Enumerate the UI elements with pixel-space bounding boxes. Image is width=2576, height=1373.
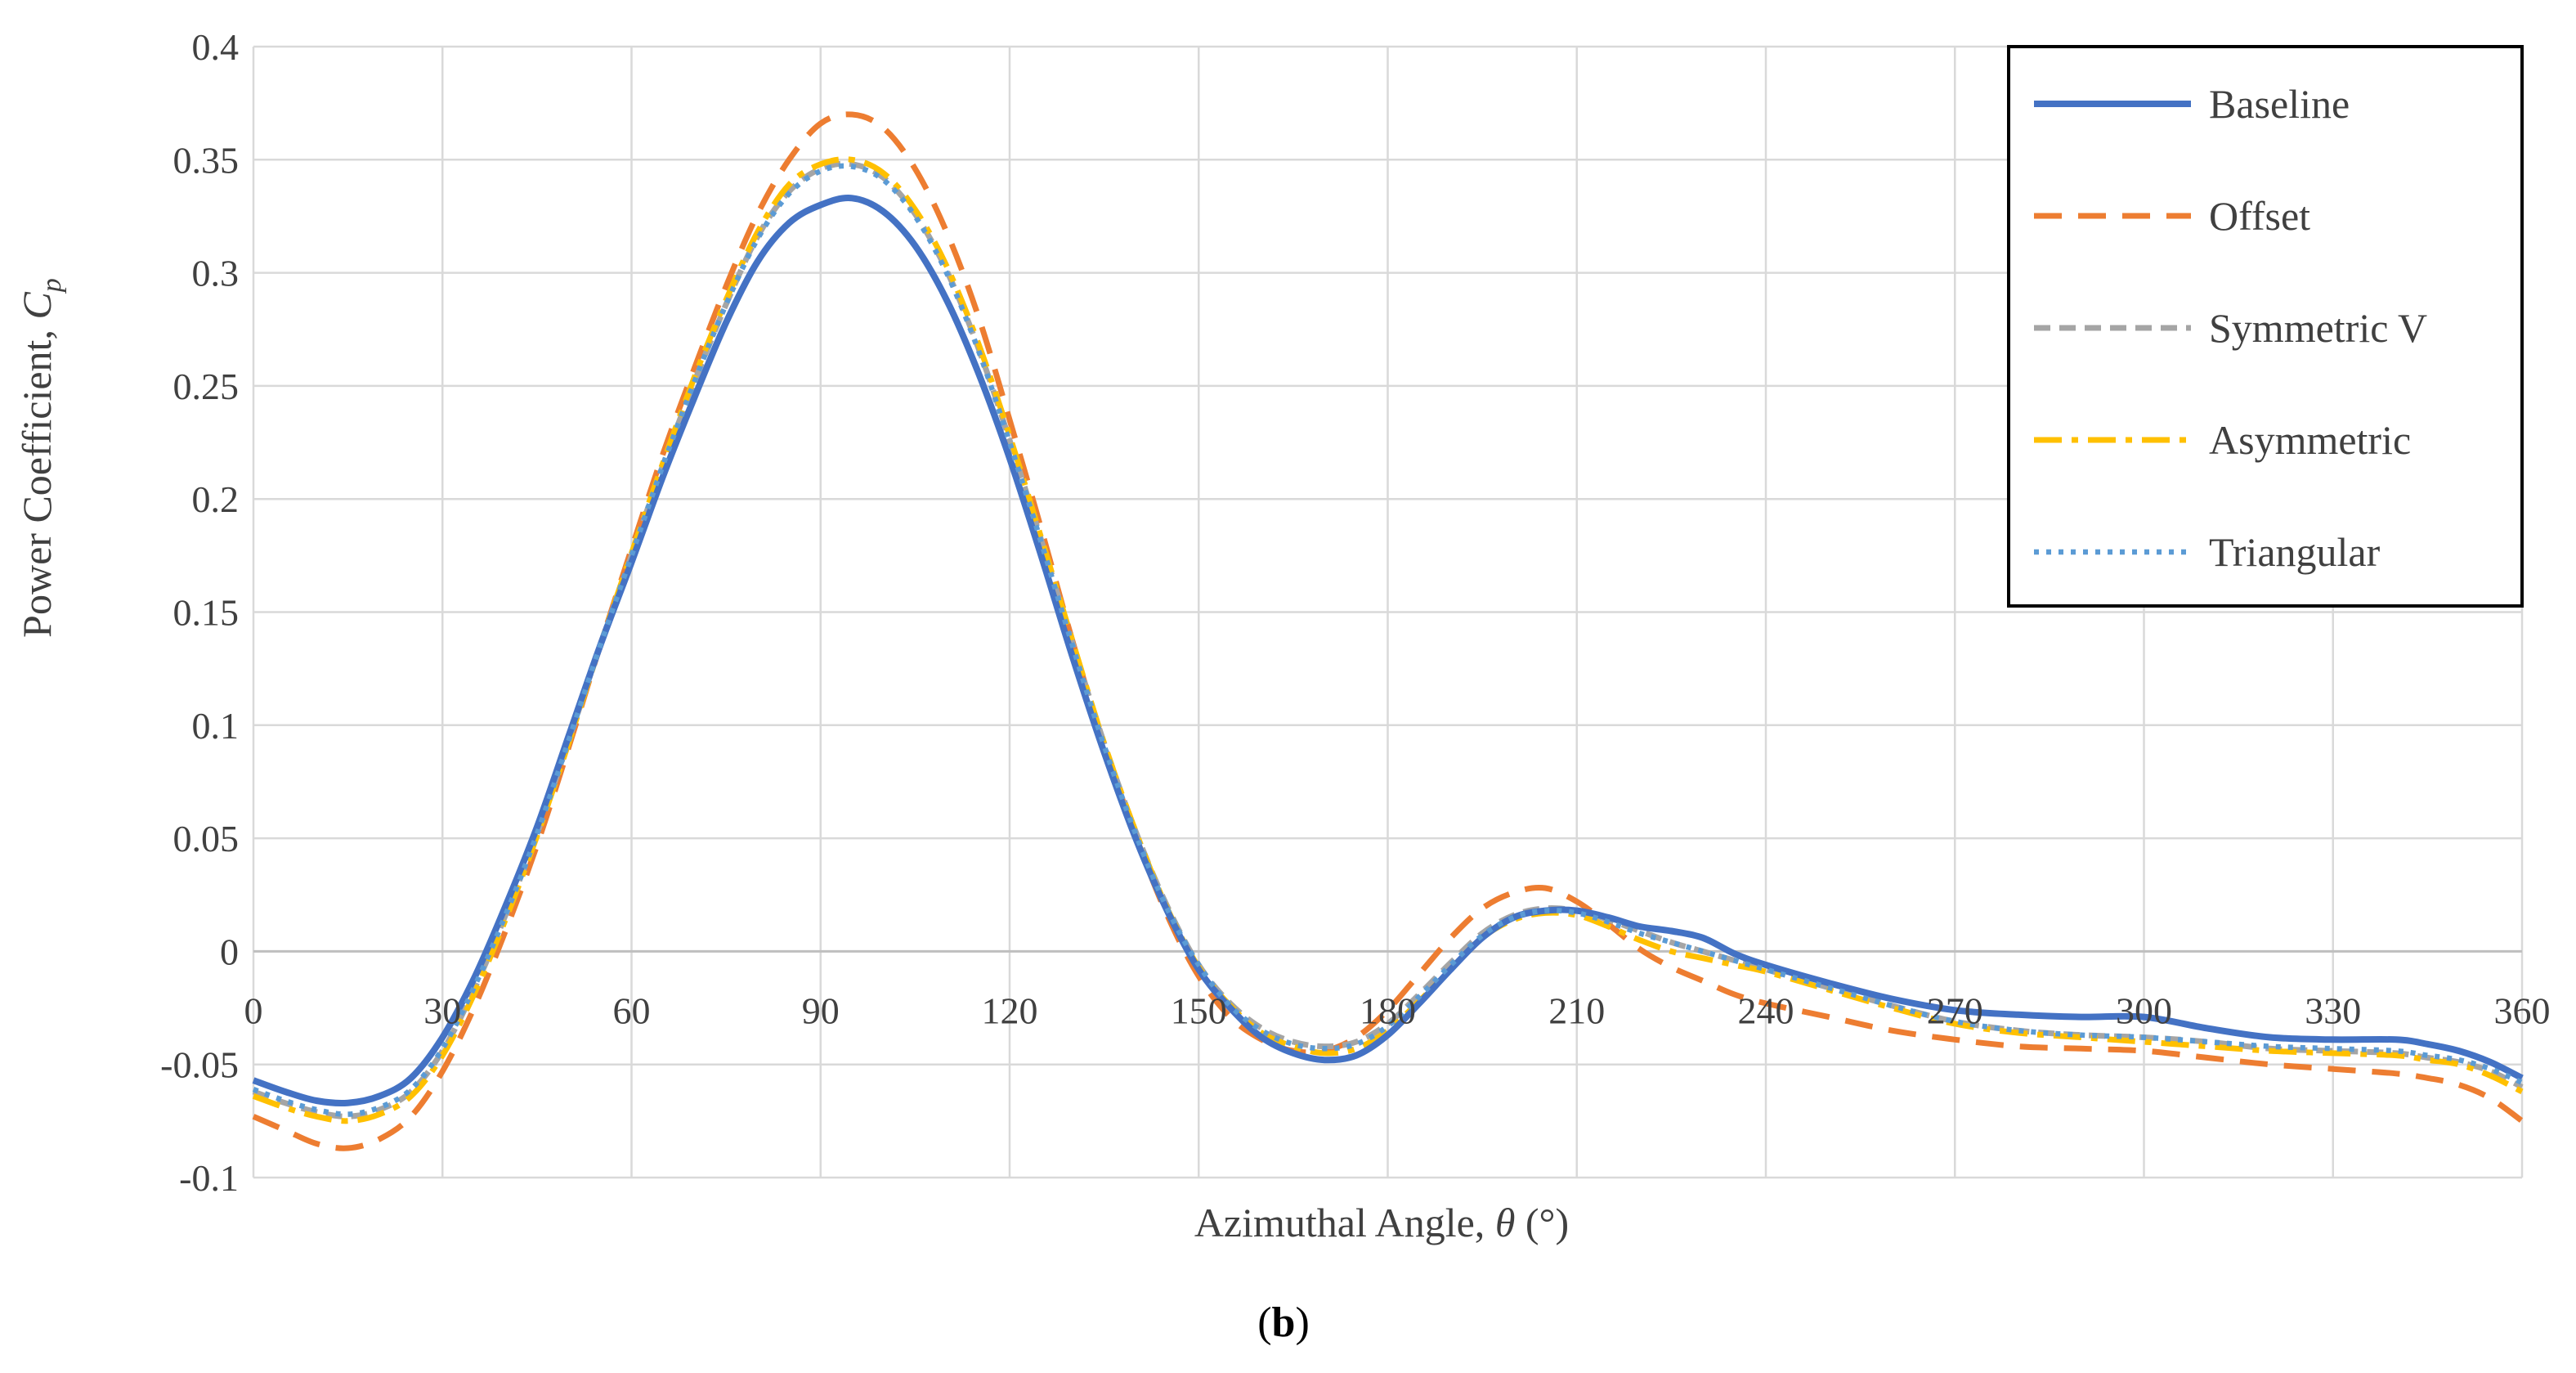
x-tick-label: 270 [1927, 989, 1983, 1031]
y-tick-label: 0.1 [192, 705, 240, 747]
legend-label-asymmetric: Asymmetric [2209, 417, 2411, 463]
x-tick-label: 90 [802, 989, 840, 1031]
x-tick-label: 0 [244, 989, 263, 1031]
y-axis-title: Power Coefficient, Cp [14, 278, 67, 638]
x-tick-label: 180 [1360, 989, 1416, 1031]
y-tick-label: 0.15 [173, 592, 240, 634]
y-tick-label: 0.35 [173, 139, 240, 181]
figure-caption: (b) [1257, 1299, 1310, 1346]
caption-letter: b [1272, 1299, 1296, 1346]
legend-label-triangular: Triangular [2209, 529, 2381, 575]
y-axis-title-subscript: p [37, 278, 67, 294]
caption-close: ) [1295, 1299, 1309, 1346]
x-tick-label: 150 [1171, 989, 1227, 1031]
y-tick-label: 0.2 [192, 478, 240, 520]
y-tick-label: -0.05 [160, 1044, 239, 1086]
y-tick-label: 0.3 [192, 253, 240, 294]
y-tick-label: 0 [220, 931, 239, 972]
legend-label-offset: Offset [2209, 193, 2310, 239]
series-line-triangular [252, 163, 2524, 1117]
x-tick-label: 330 [2305, 989, 2361, 1031]
y-axis-title-main: Power Coefficient, [14, 320, 60, 638]
caption-open: ( [1257, 1299, 1271, 1346]
x-tick-label: 240 [1738, 989, 1794, 1031]
legend-label-baseline: Baseline [2209, 81, 2350, 127]
x-axis-title: Azimuthal Angle, θ (°) [1194, 1200, 1569, 1245]
x-tick-label: 60 [613, 989, 651, 1031]
x-tick-label: 360 [2494, 989, 2551, 1031]
legend-label-symmetric-v: Symmetric V [2209, 305, 2427, 351]
x-tick-label: 300 [2116, 989, 2172, 1031]
x-axis-title-main: Azimuthal Angle, [1194, 1200, 1495, 1245]
series-lines [252, 111, 2524, 1151]
x-axis-title-unit: (°) [1515, 1200, 1569, 1245]
x-tick-label: 210 [1548, 989, 1605, 1031]
legend: Baseline Offset Symmetric V Asymmetric Trian… [2007, 45, 2524, 608]
x-axis-title-symbol: θ [1495, 1200, 1516, 1245]
y-axis-title-symbol: C [14, 292, 60, 320]
x-tick-label: 120 [982, 989, 1038, 1031]
y-tick-label: 0.05 [173, 818, 240, 859]
y-tick-label: 0.25 [173, 366, 240, 407]
y-tick-label: -0.1 [179, 1157, 239, 1199]
x-tick-label: 30 [423, 989, 461, 1031]
y-tick-label: 0.4 [192, 26, 240, 68]
